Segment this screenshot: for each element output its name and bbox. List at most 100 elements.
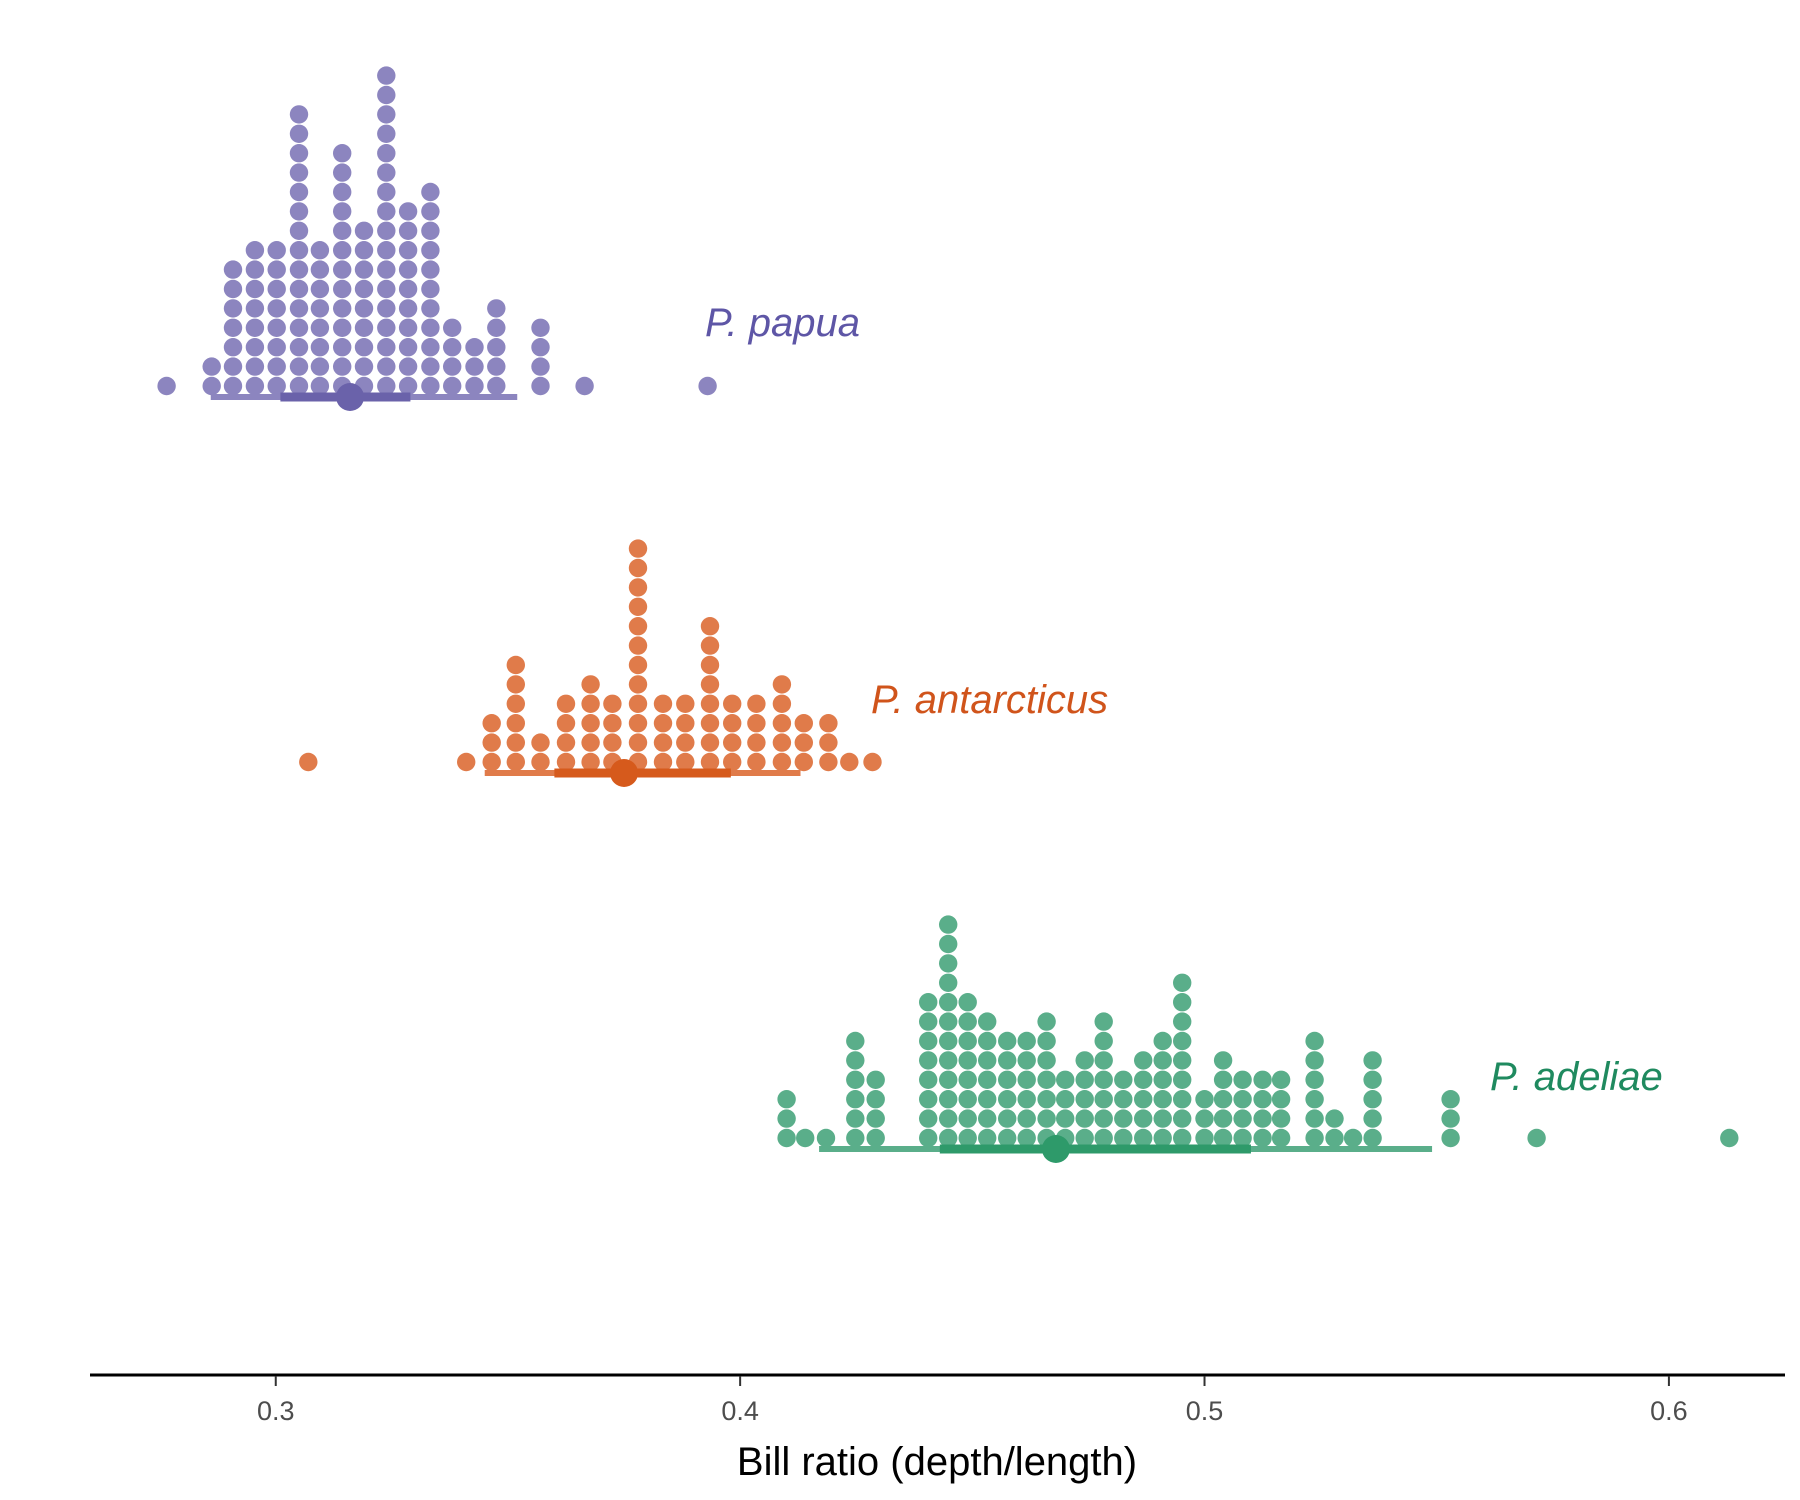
data-dot bbox=[939, 973, 958, 992]
data-dot bbox=[1213, 1070, 1233, 1090]
data-dot bbox=[919, 1031, 938, 1051]
data-dot bbox=[1056, 1070, 1075, 1090]
data-dot bbox=[223, 338, 243, 357]
data-dot bbox=[1305, 1090, 1324, 1109]
data-dot bbox=[628, 733, 648, 752]
data-dot bbox=[866, 1070, 885, 1090]
data-dot bbox=[531, 733, 550, 752]
data-dot bbox=[354, 318, 374, 337]
data-dot bbox=[289, 202, 309, 221]
x-tick-label: 0.4 bbox=[721, 1396, 759, 1426]
data-dot bbox=[482, 714, 501, 733]
data-dot bbox=[245, 318, 265, 337]
data-dot bbox=[354, 279, 374, 299]
data-dot bbox=[628, 675, 648, 694]
data-dot bbox=[1213, 1090, 1233, 1109]
data-dot bbox=[1305, 1031, 1324, 1051]
data-dot bbox=[958, 1128, 977, 1148]
data-dot bbox=[628, 558, 648, 578]
data-dot bbox=[978, 1128, 997, 1148]
data-dot bbox=[421, 202, 440, 221]
data-dot bbox=[958, 1051, 977, 1070]
data-dot bbox=[443, 376, 462, 396]
data-dot bbox=[698, 376, 717, 396]
data-dot bbox=[603, 714, 622, 733]
data-dot bbox=[1017, 1090, 1036, 1109]
data-dot bbox=[1134, 1090, 1153, 1109]
data-dot bbox=[919, 993, 938, 1012]
data-dot bbox=[794, 714, 813, 733]
data-dot bbox=[846, 1090, 865, 1109]
data-dot bbox=[840, 752, 859, 772]
data-dot bbox=[267, 318, 286, 337]
data-dot bbox=[958, 1031, 977, 1051]
data-dot bbox=[1173, 1012, 1192, 1031]
data-dot bbox=[245, 357, 265, 376]
data-dot bbox=[676, 714, 695, 733]
data-dot bbox=[772, 752, 792, 772]
data-dot bbox=[1173, 973, 1192, 992]
data-dot bbox=[377, 182, 396, 202]
data-dot bbox=[1075, 1109, 1094, 1128]
data-dot bbox=[581, 714, 600, 733]
data-dot bbox=[421, 357, 440, 376]
data-dot bbox=[1325, 1109, 1344, 1128]
data-dot bbox=[333, 299, 352, 318]
data-dot bbox=[700, 617, 720, 636]
data-dot bbox=[978, 1012, 997, 1031]
data-dot bbox=[506, 733, 525, 752]
data-dot bbox=[1037, 1051, 1056, 1070]
series-layer: P. papua P. antarcticus P. adeliae bbox=[157, 66, 1739, 1163]
data-dot bbox=[223, 279, 243, 299]
data-dot bbox=[772, 733, 792, 752]
data-dot bbox=[628, 617, 648, 636]
data-dot bbox=[377, 318, 396, 337]
data-dot bbox=[354, 221, 374, 240]
data-dot bbox=[1363, 1109, 1382, 1128]
data-dot bbox=[581, 694, 600, 713]
data-dot bbox=[1233, 1128, 1252, 1148]
data-dot bbox=[958, 1109, 977, 1128]
data-dot bbox=[398, 241, 418, 260]
data-dot bbox=[676, 752, 695, 772]
data-dot bbox=[333, 182, 352, 202]
data-dot bbox=[1527, 1128, 1546, 1148]
data-dot bbox=[1134, 1070, 1153, 1090]
data-dot bbox=[747, 714, 766, 733]
data-dot bbox=[978, 1109, 997, 1128]
data-dot bbox=[377, 357, 396, 376]
data-dot bbox=[398, 357, 418, 376]
data-dot bbox=[421, 241, 440, 260]
data-dot bbox=[772, 694, 792, 713]
data-dot bbox=[1056, 1090, 1075, 1109]
data-dot bbox=[939, 1109, 958, 1128]
data-dot bbox=[794, 752, 813, 772]
data-dot bbox=[939, 915, 958, 934]
data-dot bbox=[506, 714, 525, 733]
data-dot bbox=[1153, 1090, 1172, 1109]
data-dot bbox=[1253, 1070, 1272, 1090]
x-tick-label: 0.3 bbox=[257, 1396, 295, 1426]
data-dot bbox=[700, 733, 720, 752]
data-dot bbox=[289, 338, 309, 357]
data-dot bbox=[398, 338, 418, 357]
data-dot bbox=[794, 733, 813, 752]
data-dot bbox=[700, 636, 720, 655]
data-dot bbox=[1271, 1070, 1291, 1090]
data-dot bbox=[723, 694, 742, 713]
data-dot bbox=[581, 733, 600, 752]
data-dot bbox=[1037, 1031, 1056, 1051]
data-dot bbox=[1195, 1109, 1214, 1128]
data-dot bbox=[289, 376, 309, 396]
data-dot bbox=[1305, 1051, 1324, 1070]
data-dot bbox=[333, 202, 352, 221]
data-dot bbox=[1075, 1051, 1094, 1070]
data-dot bbox=[465, 338, 484, 357]
data-dot bbox=[628, 539, 648, 558]
data-dot bbox=[1213, 1128, 1233, 1148]
data-dot bbox=[506, 655, 525, 675]
data-dot bbox=[1153, 1070, 1172, 1090]
data-dot bbox=[487, 318, 506, 337]
data-dot bbox=[628, 714, 648, 733]
data-dot bbox=[1325, 1128, 1344, 1148]
